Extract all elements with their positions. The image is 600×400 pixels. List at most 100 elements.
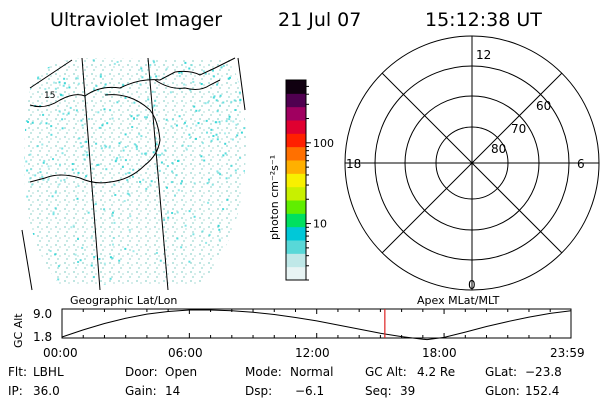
emission-dot bbox=[50, 61, 52, 64]
emission-dot bbox=[79, 142, 82, 145]
emission-dot bbox=[163, 218, 166, 221]
emission-dot bbox=[160, 161, 163, 164]
emission-dot bbox=[121, 166, 124, 168]
emission-dot bbox=[83, 158, 86, 161]
emission-dot bbox=[181, 180, 183, 182]
emission-dot bbox=[50, 125, 53, 128]
emission-dot bbox=[152, 151, 155, 154]
timeline-right-label: Apex MLat/MLT bbox=[417, 294, 500, 307]
emission-dot bbox=[188, 210, 191, 213]
emission-dot bbox=[51, 195, 54, 198]
emission-dot bbox=[222, 64, 225, 67]
emission-dot bbox=[190, 64, 193, 67]
colorbar-segment bbox=[286, 160, 306, 174]
emission-dot bbox=[106, 122, 109, 125]
time-label: 15:12:38 UT bbox=[425, 9, 542, 31]
emission-dot bbox=[193, 105, 196, 108]
lat-label-80: 80 bbox=[491, 142, 506, 156]
emission-dot bbox=[103, 108, 106, 111]
emission-dot bbox=[170, 125, 173, 128]
emission-dot bbox=[178, 88, 181, 90]
auroral-image bbox=[24, 58, 253, 289]
emission-dot bbox=[121, 83, 124, 86]
emission-dot bbox=[36, 145, 39, 148]
xtick-1800: 18:00 bbox=[422, 346, 457, 360]
emission-dot bbox=[63, 82, 66, 85]
emission-dot bbox=[42, 113, 45, 116]
emission-dot bbox=[135, 148, 138, 151]
emission-dot bbox=[24, 62, 25, 64]
emission-dot bbox=[112, 243, 114, 246]
emission-dot bbox=[250, 71, 252, 73]
emission-dot bbox=[63, 58, 66, 61]
emission-dot bbox=[30, 168, 33, 171]
colorbar-tick-label: 10 bbox=[313, 218, 327, 231]
emission-dot bbox=[96, 164, 99, 166]
emission-dot bbox=[219, 104, 221, 107]
emission-dot bbox=[224, 152, 227, 155]
emission-dot bbox=[166, 165, 169, 168]
emission-dot bbox=[230, 100, 233, 103]
emission-dot bbox=[204, 102, 207, 105]
timeline-ticks bbox=[61, 309, 572, 338]
emission-dot bbox=[111, 117, 114, 120]
emission-dot bbox=[24, 58, 27, 61]
emission-dot bbox=[220, 66, 223, 69]
emission-dot bbox=[75, 76, 78, 79]
coastline-east bbox=[154, 79, 221, 90]
emission-dot bbox=[251, 104, 253, 106]
emission-dot bbox=[126, 192, 129, 195]
xtick-2359: 23:59 bbox=[550, 346, 585, 360]
emission-dot bbox=[235, 123, 238, 126]
emission-dot bbox=[225, 120, 228, 123]
emission-dot bbox=[178, 115, 181, 118]
emission-dot bbox=[206, 131, 208, 134]
colorbar-label: photon cm⁻²s⁻¹ bbox=[268, 155, 281, 240]
emission-dot bbox=[184, 61, 187, 64]
emission-dot bbox=[154, 99, 157, 102]
emission-dot bbox=[116, 101, 119, 104]
emission-dot bbox=[112, 211, 114, 214]
emission-dot bbox=[155, 252, 158, 254]
colorbar-frame bbox=[285, 79, 307, 281]
emission-dot bbox=[85, 151, 88, 154]
emission-dot bbox=[94, 203, 97, 206]
emission-dot bbox=[40, 121, 43, 124]
emission-dot bbox=[98, 258, 101, 260]
emission-dot bbox=[119, 156, 122, 159]
emission-dot bbox=[215, 99, 218, 102]
emission-dot bbox=[39, 171, 42, 174]
emission-dot bbox=[24, 128, 25, 131]
emission-dot bbox=[242, 202, 245, 205]
emission-dot bbox=[99, 74, 102, 77]
emission-dot bbox=[239, 98, 242, 101]
emission-dot bbox=[103, 284, 106, 285]
emission-dot bbox=[133, 101, 136, 104]
emission-dot bbox=[26, 195, 29, 198]
colorbar-segment bbox=[286, 146, 306, 161]
ytick-1-8: 1.8 bbox=[33, 330, 52, 344]
info-panel: Flt: LBHL Door: Open Mode: Normal GC Alt… bbox=[8, 365, 562, 398]
emission-dot bbox=[63, 178, 66, 181]
emission-dot bbox=[30, 250, 33, 253]
emission-dot bbox=[30, 236, 33, 239]
emission-dot bbox=[50, 283, 53, 285]
emission-dot bbox=[159, 154, 162, 157]
emission-dot bbox=[243, 127, 246, 130]
emission-dot bbox=[151, 90, 154, 93]
emission-dot bbox=[113, 221, 116, 224]
emission-dot bbox=[68, 86, 71, 89]
emission-dot bbox=[180, 246, 183, 249]
emission-dot bbox=[44, 88, 47, 91]
instrument-title: Ultraviolet Imager bbox=[50, 9, 222, 31]
emission-dot bbox=[124, 96, 127, 99]
emission-dot bbox=[141, 287, 143, 289]
emission-dot bbox=[103, 262, 106, 265]
emission-dot bbox=[180, 182, 183, 185]
emission-dot bbox=[178, 71, 181, 74]
emission-dot bbox=[31, 239, 34, 242]
emission-dot bbox=[149, 76, 152, 79]
emission-dot bbox=[118, 259, 121, 262]
emission-dot bbox=[192, 80, 195, 83]
